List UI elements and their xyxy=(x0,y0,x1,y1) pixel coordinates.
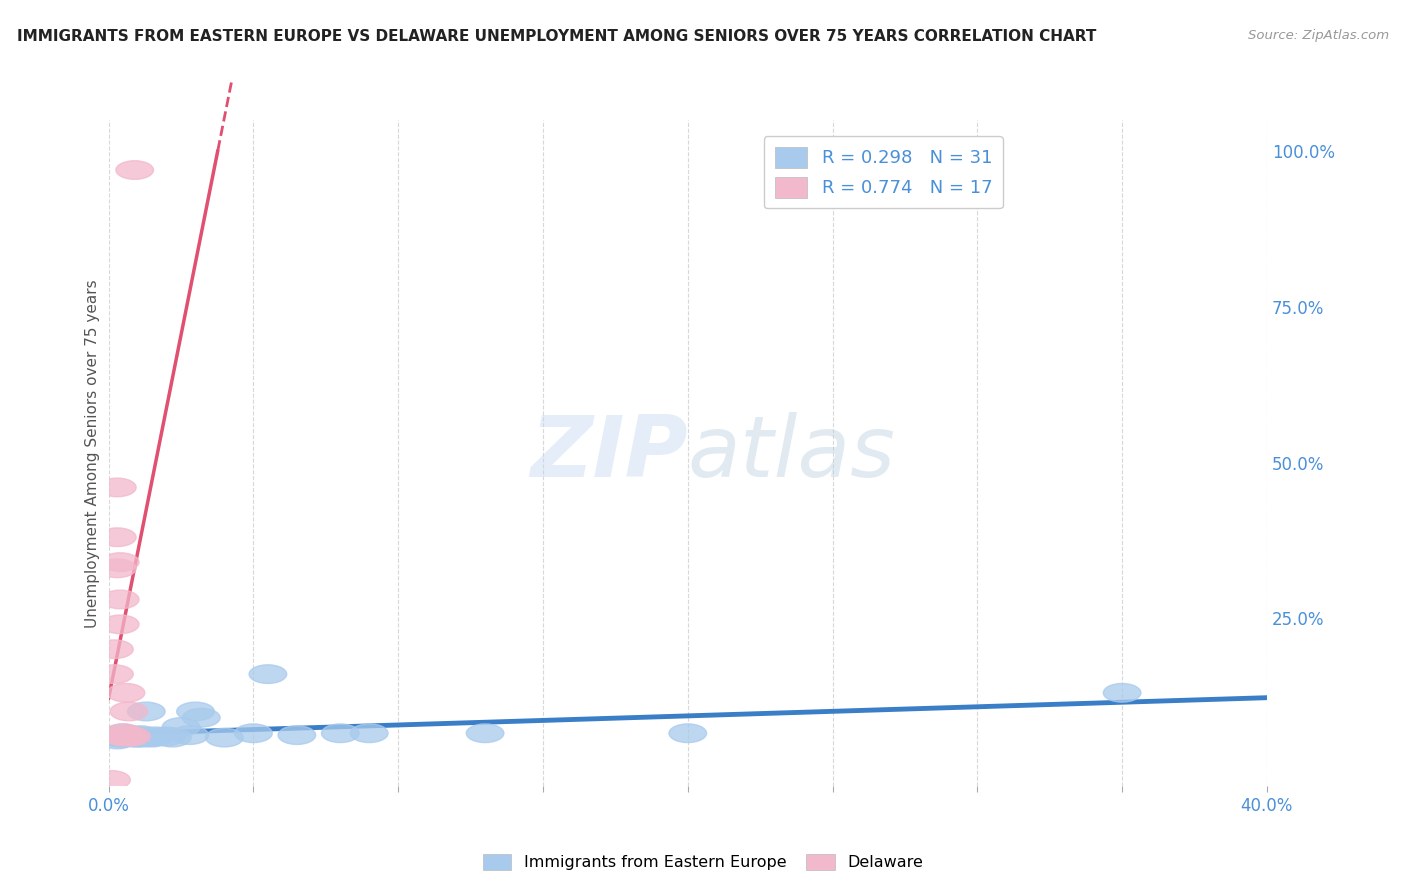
Ellipse shape xyxy=(104,727,142,746)
Ellipse shape xyxy=(467,724,503,742)
Ellipse shape xyxy=(350,724,388,742)
Ellipse shape xyxy=(125,728,162,747)
Ellipse shape xyxy=(98,528,136,547)
Ellipse shape xyxy=(96,727,134,746)
Text: ZIP: ZIP xyxy=(530,412,688,495)
Ellipse shape xyxy=(107,683,145,702)
Ellipse shape xyxy=(118,728,156,747)
Legend: Immigrants from Eastern Europe, Delaware: Immigrants from Eastern Europe, Delaware xyxy=(477,847,929,877)
Ellipse shape xyxy=(249,665,287,683)
Text: IMMIGRANTS FROM EASTERN EUROPE VS DELAWARE UNEMPLOYMENT AMONG SENIORS OVER 75 YE: IMMIGRANTS FROM EASTERN EUROPE VS DELAWA… xyxy=(17,29,1097,44)
Ellipse shape xyxy=(104,724,142,742)
Ellipse shape xyxy=(104,728,142,747)
Ellipse shape xyxy=(98,559,136,578)
Ellipse shape xyxy=(162,718,200,737)
Ellipse shape xyxy=(172,726,208,745)
Ellipse shape xyxy=(96,665,134,683)
Ellipse shape xyxy=(110,726,148,745)
Ellipse shape xyxy=(104,727,142,746)
Ellipse shape xyxy=(136,727,174,746)
Ellipse shape xyxy=(278,726,316,745)
Ellipse shape xyxy=(205,728,243,747)
Ellipse shape xyxy=(101,591,139,608)
Ellipse shape xyxy=(134,728,172,747)
Ellipse shape xyxy=(115,161,153,179)
Ellipse shape xyxy=(183,708,221,727)
Ellipse shape xyxy=(110,702,148,721)
Ellipse shape xyxy=(112,727,150,746)
Ellipse shape xyxy=(177,702,214,721)
Ellipse shape xyxy=(101,615,139,633)
Ellipse shape xyxy=(98,731,136,748)
Ellipse shape xyxy=(122,726,159,745)
Ellipse shape xyxy=(104,724,142,742)
Y-axis label: Unemployment Among Seniors over 75 years: Unemployment Among Seniors over 75 years xyxy=(86,279,100,627)
Ellipse shape xyxy=(148,727,186,746)
Ellipse shape xyxy=(93,771,131,789)
Text: Source: ZipAtlas.com: Source: ZipAtlas.com xyxy=(1249,29,1389,42)
Ellipse shape xyxy=(98,478,136,497)
Text: atlas: atlas xyxy=(688,412,896,495)
Ellipse shape xyxy=(110,727,148,746)
Ellipse shape xyxy=(128,702,165,721)
Ellipse shape xyxy=(1104,683,1140,702)
Ellipse shape xyxy=(96,640,134,658)
Ellipse shape xyxy=(322,724,359,742)
Ellipse shape xyxy=(112,727,150,746)
Ellipse shape xyxy=(101,553,139,572)
Ellipse shape xyxy=(118,727,156,746)
Ellipse shape xyxy=(153,728,191,747)
Ellipse shape xyxy=(101,728,139,747)
Ellipse shape xyxy=(669,724,707,742)
Ellipse shape xyxy=(235,724,273,742)
Ellipse shape xyxy=(115,728,153,747)
Ellipse shape xyxy=(107,727,145,746)
Legend: R = 0.298   N = 31, R = 0.774   N = 17: R = 0.298 N = 31, R = 0.774 N = 17 xyxy=(763,136,1002,209)
